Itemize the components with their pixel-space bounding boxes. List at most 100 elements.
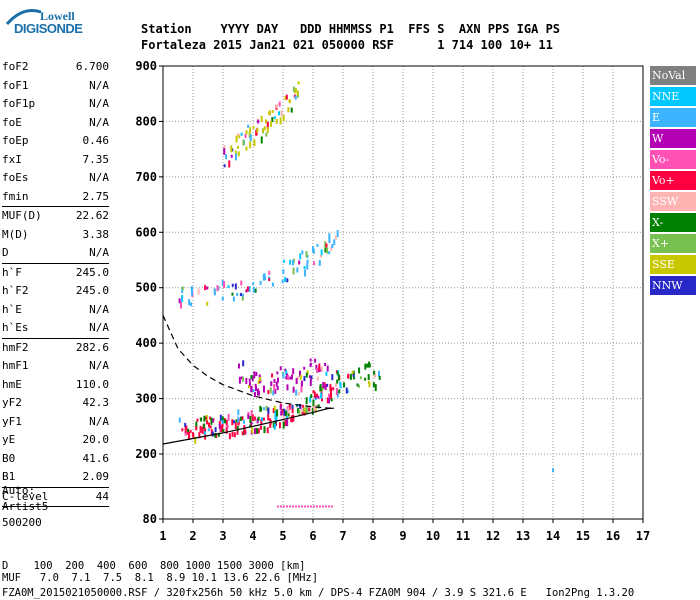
- echo-point: [228, 160, 231, 168]
- echo-point: [278, 422, 281, 429]
- echo-point: [297, 392, 300, 396]
- noise-point: [316, 505, 318, 508]
- echo-point: [209, 425, 212, 429]
- echo-point: [209, 416, 212, 420]
- x-tick-label: 2: [189, 529, 196, 543]
- plot-frame: [162, 65, 644, 520]
- echo-point: [270, 120, 273, 127]
- echo-point: [190, 302, 193, 307]
- echo-point: [269, 387, 272, 394]
- footer-muf-row: MUF 7.0 7.1 7.5 8.1 8.9 10.1 13.6 22.6 […: [2, 572, 319, 584]
- echo-point: [190, 286, 193, 291]
- echo-point: [324, 241, 327, 249]
- echo-point: [313, 405, 316, 412]
- echo-point: [359, 376, 362, 380]
- echo-point: [378, 370, 381, 377]
- echo-point: [271, 110, 274, 114]
- noise-point: [292, 505, 294, 508]
- legend-x-minus: X-: [650, 213, 696, 232]
- echo-point: [296, 267, 299, 273]
- echo-point: [241, 376, 244, 380]
- echo-point: [252, 125, 255, 129]
- echo-point: [267, 390, 270, 395]
- header-labels: Station YYYY DAY DDD HHMMSS P1 FFS S AXN…: [141, 22, 561, 36]
- echo-point: [230, 145, 233, 153]
- x-tick-label: 5: [279, 529, 286, 543]
- logo-lowell: Lowell: [40, 9, 75, 23]
- echo-point: [221, 416, 224, 424]
- echo-point: [304, 269, 307, 277]
- echo-point: [248, 286, 251, 293]
- echo-point: [552, 468, 554, 473]
- echo-point: [271, 117, 274, 123]
- echo-point: [189, 429, 192, 433]
- echo-point: [328, 237, 331, 244]
- echo-point: [275, 415, 278, 422]
- echo-point: [252, 282, 255, 286]
- echo-point: [245, 130, 248, 135]
- noise-point: [325, 505, 327, 508]
- param-hmF2: hmF2 282.6: [2, 340, 109, 354]
- x-tick-label: 6: [309, 529, 316, 543]
- echo-point: [237, 133, 240, 137]
- echo-point: [231, 419, 234, 426]
- echo-point: [303, 411, 306, 416]
- echo-point: [298, 260, 301, 265]
- echo-point: [252, 389, 255, 393]
- echo-point: [274, 420, 277, 425]
- x-tick-label: 17: [636, 529, 650, 543]
- echo-point: [249, 424, 252, 428]
- echo-point: [268, 270, 271, 275]
- echo-point: [251, 376, 254, 382]
- echo-point: [181, 428, 184, 432]
- echo-point: [242, 139, 245, 146]
- param-hF2: h`F2 245.0: [2, 284, 109, 297]
- echo-point: [326, 365, 329, 372]
- param-foEp: foEp 0.46: [2, 134, 109, 147]
- echo-point: [264, 276, 267, 281]
- echo-point: [263, 407, 266, 411]
- echo-point: [309, 396, 312, 403]
- echo-point: [238, 135, 241, 139]
- echo-point: [262, 417, 265, 421]
- echo-point: [284, 276, 287, 282]
- echo-point: [311, 407, 314, 415]
- echo-point: [309, 362, 312, 366]
- echo-point: [298, 409, 301, 416]
- echo-point: [181, 295, 184, 303]
- echo-point: [238, 363, 241, 369]
- echo-point: [303, 266, 306, 270]
- echo-point: [333, 239, 336, 246]
- noise-point: [319, 505, 321, 508]
- echo-point: [273, 423, 276, 430]
- echo-point: [234, 283, 237, 290]
- echo-point: [256, 127, 259, 133]
- echo-point: [273, 378, 276, 383]
- echo-point: [282, 269, 285, 275]
- y-tick-label: 700: [135, 170, 157, 184]
- echo-point: [278, 111, 281, 116]
- echo-point: [262, 129, 265, 133]
- echo-point: [211, 431, 214, 437]
- echo-point: [378, 375, 381, 380]
- echo-point: [288, 403, 291, 410]
- echo-point: [303, 366, 306, 370]
- echo-point: [299, 374, 302, 380]
- param-foE: foE N/A: [2, 115, 109, 129]
- legend-noval: NoVal: [650, 66, 696, 85]
- echo-point: [302, 404, 305, 408]
- echo-point: [320, 254, 323, 258]
- echo-point: [221, 296, 224, 301]
- echo-point: [268, 111, 271, 115]
- echo-point: [301, 412, 304, 416]
- x-tick-label: 13: [516, 529, 530, 543]
- noise-point: [313, 505, 315, 508]
- echo-point: [285, 94, 288, 100]
- x-tick-label: 11: [456, 529, 470, 543]
- echo-point: [373, 370, 376, 375]
- echo-point: [253, 392, 256, 398]
- echo-point: [292, 368, 295, 375]
- echo-point: [283, 408, 286, 416]
- echo-point: [272, 390, 275, 396]
- echo-point: [290, 107, 293, 113]
